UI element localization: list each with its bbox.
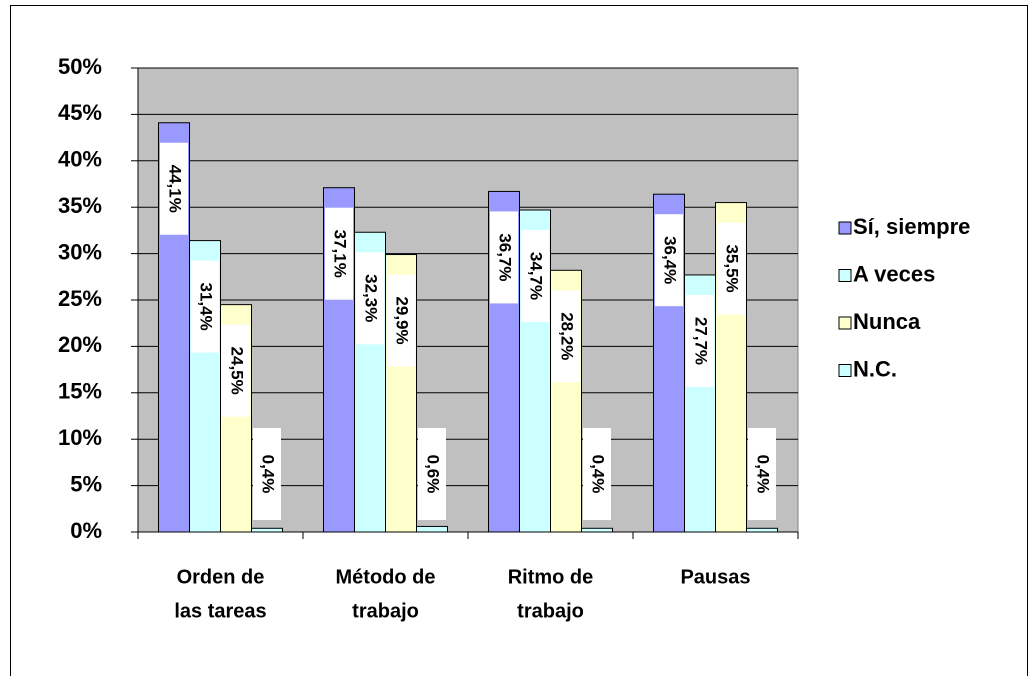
value-label: 27,7% [692,317,711,365]
y-tick-label: 0% [70,518,102,543]
value-label-box [356,252,384,345]
value-label-box [253,428,281,520]
x-tick-label: las tareas [174,600,266,622]
legend-label: N.C. [853,356,897,381]
value-label: 0,4% [589,455,608,494]
y-tick-label: 40% [58,147,102,172]
value-label: 36,4% [661,236,680,284]
value-label-box [418,428,446,520]
value-label-box [387,274,415,367]
legend-swatch [838,221,852,235]
bar [746,527,778,533]
legend-swatch [838,269,852,282]
value-label: 0,6% [424,455,443,494]
legend-swatch [838,364,852,377]
value-label-box [490,211,518,304]
value-label-box [655,214,683,307]
y-tick-label: 5% [70,471,102,496]
value-label: 0,4% [754,455,773,494]
value-label: 28,2% [558,312,577,360]
value-label-box [717,222,745,315]
y-tick-label: 25% [58,286,102,311]
x-tick-label: trabajo [517,600,584,622]
legend-label: Nunca [853,309,921,334]
y-tick-label: 35% [58,193,102,218]
y-tick-label: 20% [58,332,102,357]
value-label-box [583,428,611,520]
value-label: 44,1% [166,165,185,213]
chart-border [10,5,1028,676]
value-label: 35,5% [723,244,742,292]
bar [581,527,613,533]
value-label: 36,7% [496,233,515,281]
value-label-box [160,142,188,235]
value-label: 32,3% [362,274,381,322]
value-label: 37,1% [331,230,350,278]
value-label: 0,4% [259,455,278,494]
value-label: 31,4% [197,283,216,331]
value-label: 34,7% [527,252,546,300]
y-tick-label: 45% [58,100,102,125]
value-label: 29,9% [393,296,412,344]
value-label-box [748,428,776,520]
legend-label: A veces [853,261,935,286]
y-tick-label: 50% [58,54,102,79]
value-label-box [686,294,714,387]
value-label-box [191,260,219,353]
x-tick-label: trabajo [352,600,419,622]
y-tick-label: 10% [58,425,102,450]
legend-swatch [838,316,852,330]
bar [416,525,448,533]
value-label: 24,5% [228,347,247,395]
bar [251,527,283,533]
legend-label: Sí, siempre [853,214,970,239]
value-label-box [325,207,353,300]
value-label-box [521,229,549,322]
x-tick-label: Pausas [680,566,750,588]
y-tick-label: 30% [58,239,102,264]
x-tick-label: Orden de [177,566,265,588]
value-label-box [222,324,250,417]
x-tick-label: Método de [336,566,436,588]
value-label-box [552,290,580,383]
x-tick-label: Ritmo de [508,566,594,588]
y-tick-label: 15% [58,379,102,404]
